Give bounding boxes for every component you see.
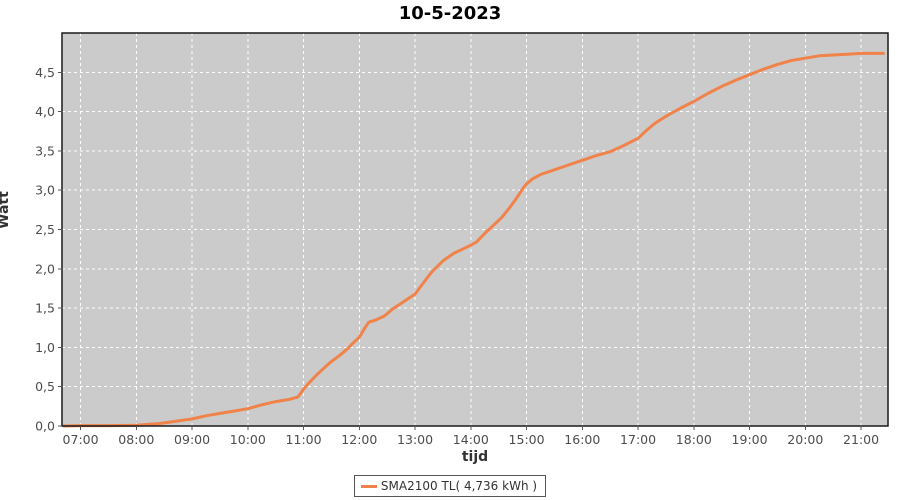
y-tick-label: 2,5: [35, 222, 55, 237]
y-tick-label: 2,0: [35, 261, 55, 276]
x-tick-label: 08:00: [118, 432, 154, 447]
plot-background: [62, 33, 888, 426]
plot-border: [61, 32, 889, 427]
series-line: [62, 51, 885, 428]
tick-labels: 07:00 08:00 09:00 10:00 11:00 12:00 13:00 14:00…: [35, 65, 879, 447]
y-tick-label: 4,0: [35, 104, 55, 119]
y-tick-label: 4,5: [35, 65, 55, 80]
legend-label: SMA2100 TL( 4,736 kWh ): [380, 479, 538, 493]
legend-row: SMA2100 TL( 4,736 kWh ): [0, 475, 900, 497]
x-tick-label: 18:00: [676, 432, 712, 447]
x-tick-label: 17:00: [620, 432, 656, 447]
legend-box: SMA2100 TL( 4,736 kWh ): [353, 475, 547, 497]
y-tick-label: 3,5: [35, 143, 55, 158]
x-tick-label: 07:00: [63, 432, 99, 447]
y-tick-label: 0,0: [35, 419, 55, 434]
x-tick-label: 19:00: [732, 432, 768, 447]
chart-title: 10-5-2023: [398, 3, 502, 24]
x-tick-label: 13:00: [397, 432, 433, 447]
x-tick-label: 16:00: [564, 432, 600, 447]
y-tick-label: 0,5: [35, 379, 55, 394]
y-tick-label: 3,0: [35, 183, 55, 198]
x-tick-label: 12:00: [341, 432, 377, 447]
axis-ticks: [58, 71, 862, 430]
x-tick-label: 11:00: [286, 432, 322, 447]
x-tick-label: 21:00: [843, 432, 879, 447]
x-tick-label: 20:00: [787, 432, 823, 447]
x-axis-title: tijd: [461, 449, 489, 465]
y-tick-label: 1,0: [35, 340, 55, 355]
x-tick-label: 09:00: [174, 432, 210, 447]
x-tick-label: 10:00: [230, 432, 266, 447]
y-tick-label: 1,5: [35, 301, 55, 316]
x-tick-label: 14:00: [453, 432, 489, 447]
x-tick-label: 15:00: [509, 432, 545, 447]
series-line-swatch-icon: [360, 484, 377, 488]
